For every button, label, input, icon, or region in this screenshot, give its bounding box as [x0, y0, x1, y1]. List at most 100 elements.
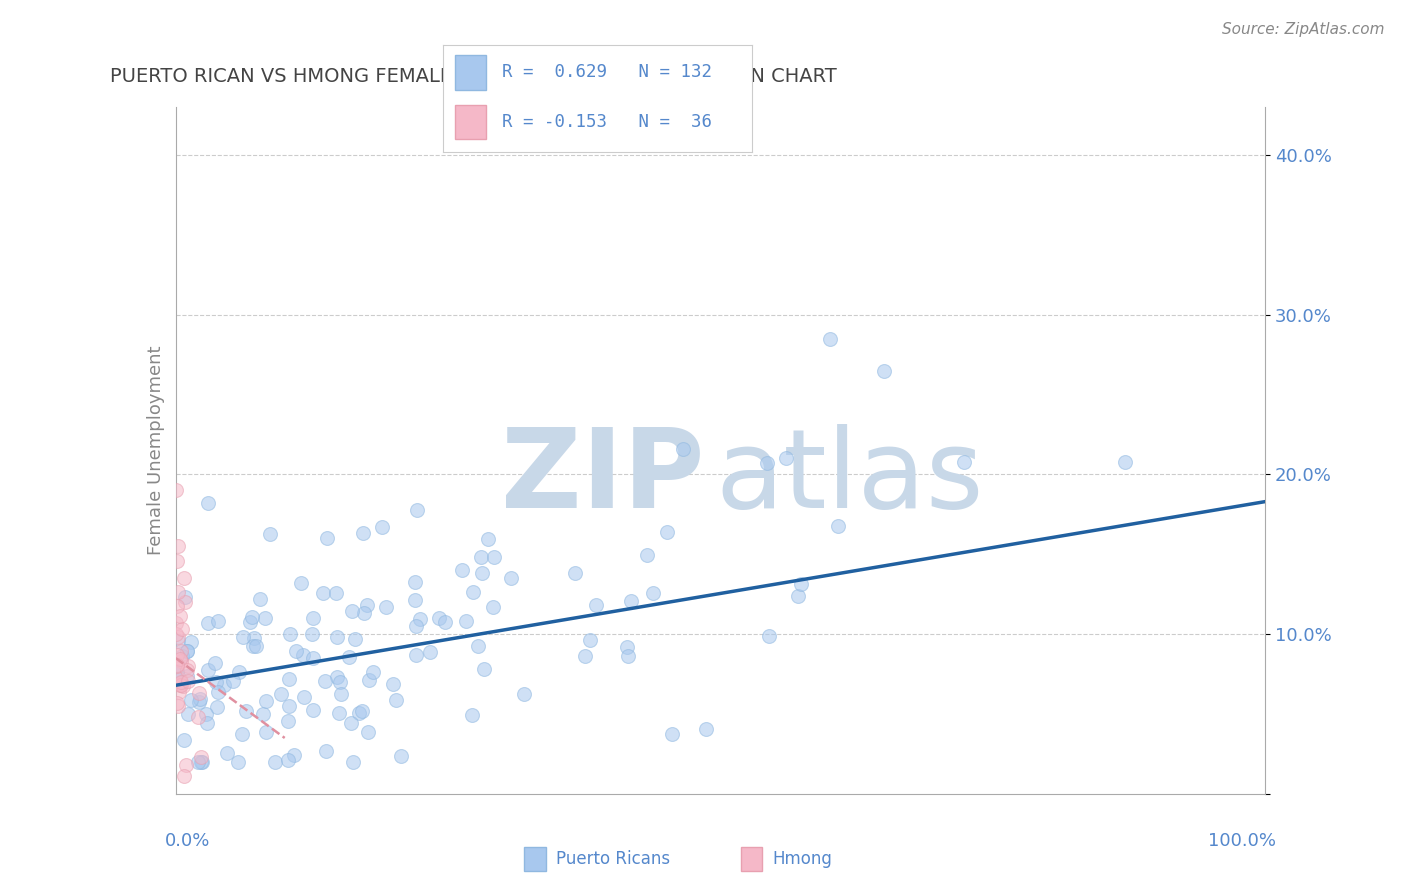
- Bar: [456, 104, 486, 139]
- Point: [212, 678, 235, 692]
- Point: [197, 663, 219, 677]
- Point: [818, 332, 841, 346]
- Point: [239, 615, 262, 629]
- Point: [264, 755, 287, 769]
- Point: [315, 531, 337, 545]
- Point: [172, 622, 194, 636]
- Point: [1114, 455, 1136, 469]
- Point: [419, 645, 441, 659]
- Point: [501, 571, 523, 585]
- Point: [256, 693, 278, 707]
- Point: [381, 676, 404, 690]
- Point: [259, 526, 281, 541]
- Point: [470, 549, 492, 564]
- Point: [226, 755, 249, 769]
- Point: [292, 690, 315, 705]
- Point: [197, 496, 219, 510]
- Point: [207, 685, 229, 699]
- Point: [188, 692, 211, 706]
- Point: [290, 575, 312, 590]
- Point: [167, 684, 190, 698]
- Point: [405, 648, 427, 662]
- Point: [169, 672, 191, 686]
- Point: [166, 658, 188, 673]
- Point: [169, 678, 191, 692]
- Point: [471, 566, 494, 580]
- Point: [389, 749, 412, 764]
- Point: [215, 746, 238, 760]
- Point: [170, 643, 193, 657]
- Point: [326, 670, 349, 684]
- Point: [337, 649, 360, 664]
- Point: [222, 674, 245, 689]
- Point: [177, 658, 200, 673]
- Point: [340, 715, 363, 730]
- Point: [254, 724, 277, 739]
- Point: [165, 616, 187, 631]
- Bar: [524, 847, 546, 871]
- Point: [579, 633, 602, 648]
- Point: [312, 586, 335, 600]
- Text: R = -0.153   N =  36: R = -0.153 N = 36: [502, 112, 711, 130]
- Point: [270, 687, 292, 701]
- Point: [292, 648, 315, 662]
- Point: [302, 611, 325, 625]
- Point: [775, 451, 797, 466]
- Point: [356, 598, 378, 612]
- Point: [329, 687, 352, 701]
- Point: [301, 650, 323, 665]
- Point: [641, 586, 664, 600]
- Text: Source: ZipAtlas.com: Source: ZipAtlas.com: [1222, 22, 1385, 37]
- Text: Puerto Ricans: Puerto Ricans: [555, 850, 669, 868]
- Point: [207, 700, 229, 714]
- Point: [166, 648, 188, 662]
- Point: [758, 629, 780, 643]
- Point: [188, 695, 211, 709]
- Text: atlas: atlas: [716, 425, 984, 532]
- Point: [513, 687, 536, 701]
- Point: [252, 707, 274, 722]
- Point: [174, 595, 197, 609]
- Point: [277, 672, 299, 686]
- Point: [180, 693, 202, 707]
- Point: [278, 627, 301, 641]
- Point: [245, 639, 267, 653]
- Point: [564, 566, 586, 581]
- Point: [231, 727, 253, 741]
- Point: [661, 727, 683, 741]
- Text: ZIP: ZIP: [501, 425, 704, 532]
- Point: [406, 503, 429, 517]
- Point: [167, 539, 190, 553]
- Point: [165, 483, 187, 497]
- Point: [655, 524, 678, 539]
- Point: [170, 649, 193, 664]
- Point: [195, 716, 218, 731]
- Point: [166, 664, 188, 678]
- Point: [173, 768, 195, 782]
- Point: [405, 618, 427, 632]
- Point: [188, 686, 211, 700]
- Point: [169, 608, 191, 623]
- Point: [169, 652, 191, 666]
- Point: [173, 571, 195, 585]
- Point: [672, 442, 695, 456]
- Point: [616, 640, 638, 654]
- Point: [277, 714, 299, 728]
- Point: [277, 698, 299, 713]
- Point: [173, 733, 195, 747]
- Point: [427, 610, 450, 624]
- Point: [283, 748, 305, 763]
- Point: [170, 675, 193, 690]
- Point: [166, 696, 188, 710]
- Point: [187, 755, 209, 769]
- Point: [482, 599, 505, 614]
- Text: 0.0%: 0.0%: [165, 831, 211, 850]
- Point: [228, 665, 250, 679]
- Point: [347, 706, 370, 720]
- Point: [301, 627, 323, 641]
- Point: [461, 584, 484, 599]
- Text: Hmong: Hmong: [772, 850, 832, 868]
- Point: [357, 725, 380, 739]
- Point: [371, 520, 394, 534]
- Point: [350, 704, 373, 718]
